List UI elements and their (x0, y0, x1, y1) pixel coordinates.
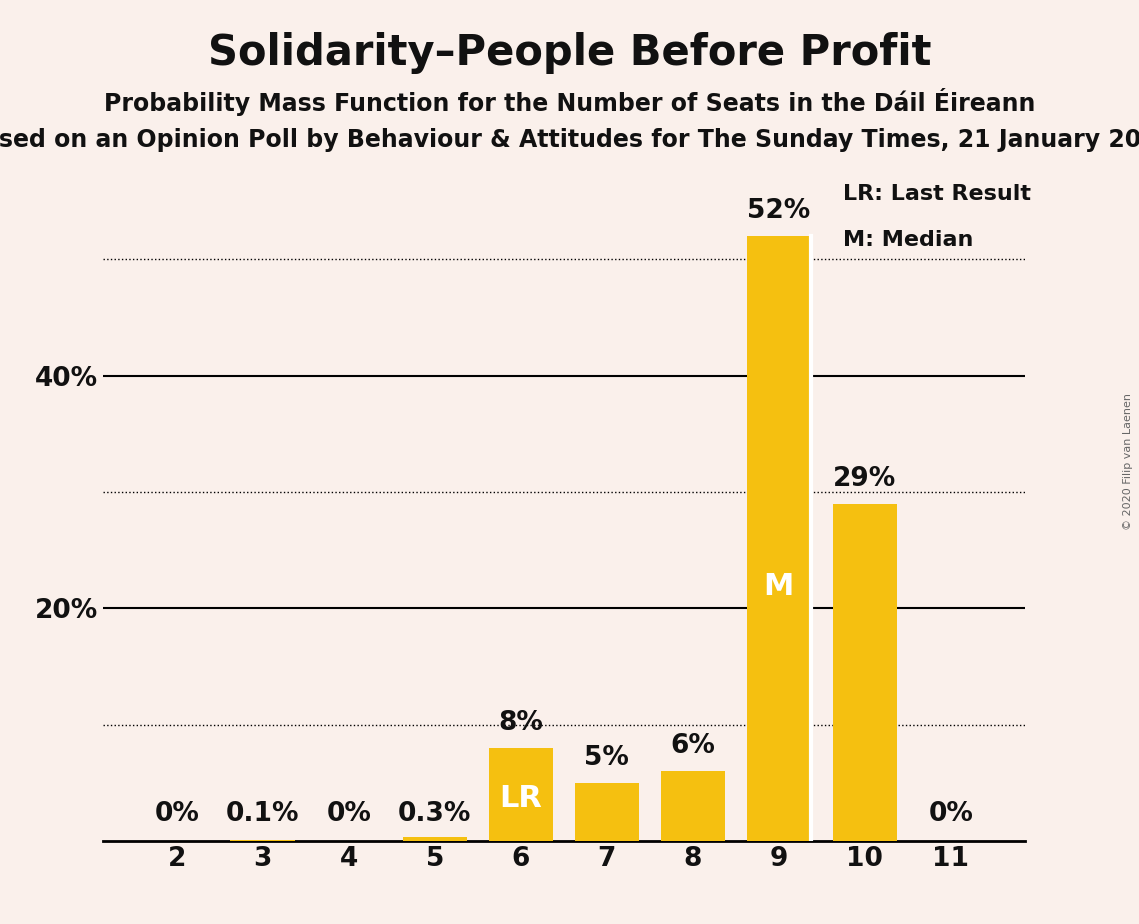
Text: 0%: 0% (928, 801, 974, 827)
Text: LR: LR (499, 784, 542, 813)
Bar (833, 504, 898, 841)
Text: 0.1%: 0.1% (226, 801, 300, 827)
Text: 6%: 6% (671, 734, 715, 760)
Bar (230, 840, 295, 841)
Text: 0%: 0% (154, 801, 199, 827)
Text: 0.3%: 0.3% (399, 801, 472, 827)
Text: Solidarity–People Before Profit: Solidarity–People Before Profit (207, 32, 932, 74)
Bar (574, 783, 639, 841)
Text: M: M (763, 572, 794, 602)
Bar (746, 237, 811, 841)
Bar (402, 837, 467, 841)
Text: LR: Last Result: LR: Last Result (843, 184, 1032, 204)
Text: Based on an Opinion Poll by Behaviour & Attitudes for The Sunday Times, 21 Janua: Based on an Opinion Poll by Behaviour & … (0, 128, 1139, 152)
Text: Probability Mass Function for the Number of Seats in the Dáil Éireann: Probability Mass Function for the Number… (104, 88, 1035, 116)
Text: 29%: 29% (834, 466, 896, 492)
Text: 5%: 5% (584, 745, 629, 771)
Bar (661, 771, 726, 841)
Text: 8%: 8% (499, 711, 543, 736)
Text: M: Median: M: Median (843, 230, 974, 250)
Text: 52%: 52% (747, 199, 811, 225)
Bar (489, 748, 554, 841)
Text: 0%: 0% (326, 801, 371, 827)
Text: © 2020 Filip van Laenen: © 2020 Filip van Laenen (1123, 394, 1133, 530)
